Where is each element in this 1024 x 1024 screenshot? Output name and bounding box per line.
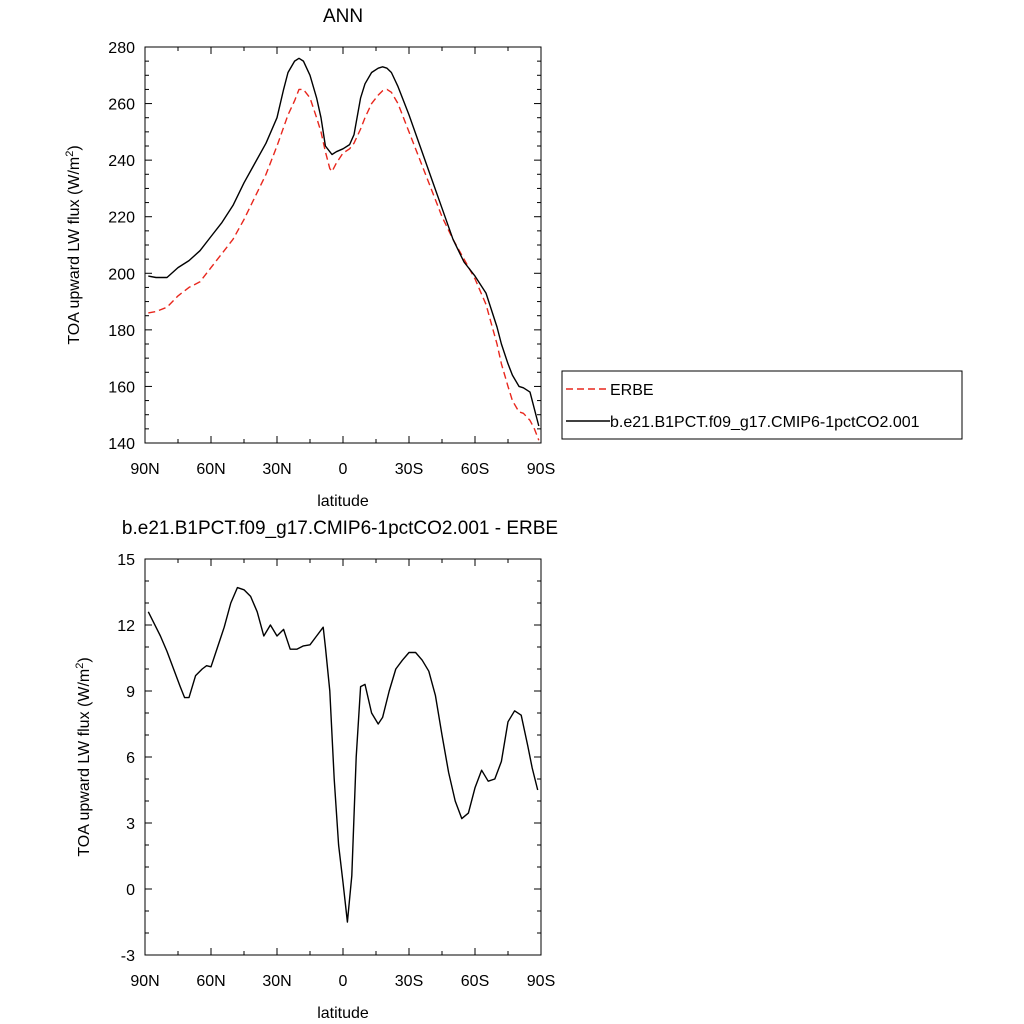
y-tick-label: 160 [108, 379, 135, 396]
x-tick-label: 90S [527, 461, 555, 478]
y-tick-label: 140 [108, 436, 135, 453]
y-tick-label: 180 [108, 323, 135, 340]
legend-label: b.e21.B1PCT.f09_g17.CMIP6-1pctCO2.001 [610, 414, 920, 431]
x-axis-label: latitude [317, 1005, 369, 1022]
x-tick-label: 60N [196, 973, 225, 990]
x-tick-label: 30N [262, 461, 291, 478]
y-tick-label: 260 [108, 97, 135, 114]
chart-title: b.e21.B1PCT.f09_g17.CMIP6-1pctCO2.001 - … [122, 518, 558, 539]
y-tick-label: 0 [126, 882, 135, 899]
y-tick-label: 6 [126, 750, 135, 767]
y-axis-label: TOA upward LW flux (W/m2) [64, 145, 83, 344]
chart-title: ANN [323, 6, 363, 27]
chart-panel-1: ANN 90N 60N 30N 0 30S 60S 90S 140 160 180 200 220 240… [64, 6, 963, 510]
y-tick-label: -3 [121, 948, 135, 965]
x-tick-label: 0 [339, 973, 348, 990]
x-tick-label: 30S [395, 973, 423, 990]
series-line-erbe [148, 88, 540, 441]
x-tick-label: 60S [461, 461, 489, 478]
x-tick-label: 60S [461, 973, 489, 990]
x-tick-label: 30S [395, 461, 423, 478]
series-line-b-e21-b1pct-f09-g17-cmip6-1pctco2-001 [148, 57, 540, 427]
x-axis-label: latitude [317, 493, 369, 510]
y-tick-label: 9 [126, 684, 135, 701]
y-tick-label: 200 [108, 266, 135, 283]
y-tick-label: 3 [126, 816, 135, 833]
x-tick-label: 30N [262, 973, 291, 990]
x-tick-label: 90S [527, 973, 555, 990]
plot-frame [144, 558, 542, 956]
y-tick-label: 220 [108, 210, 135, 227]
legend-box [561, 370, 963, 440]
y-tick-label: 15 [117, 552, 135, 569]
chart-panel-2: b.e21.B1PCT.f09_g17.CMIP6-1pctCO2.001 - … [74, 518, 558, 1022]
y-axis-label: TOA upward LW flux (W/m2) [74, 657, 93, 856]
y-tick-label: 280 [108, 40, 135, 57]
y-tick-label: 12 [117, 618, 135, 635]
x-tick-label: 90N [130, 973, 159, 990]
x-tick-label: 60N [196, 461, 225, 478]
x-tick-label: 0 [339, 461, 348, 478]
legend-label: ERBE [610, 382, 654, 399]
x-tick-label: 90N [130, 461, 159, 478]
y-tick-label: 240 [108, 153, 135, 170]
series-line-difference [147, 586, 539, 923]
chart-legend: ERBE b.e21.B1PCT.f09_g17.CMIP6-1pctCO2.00… [561, 370, 963, 440]
